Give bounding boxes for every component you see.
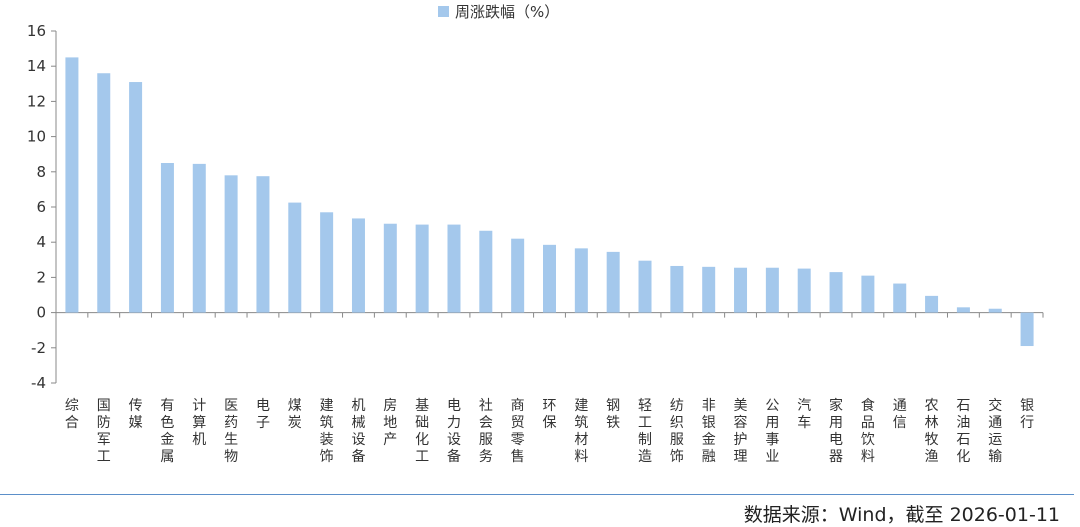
bar: [224, 175, 238, 313]
category-label: 轻工制造: [638, 398, 652, 465]
y-tick-label: -4: [31, 374, 46, 392]
category-label: 建筑材料: [574, 398, 588, 465]
bar: [97, 73, 111, 313]
bar: [797, 268, 811, 313]
bar: [925, 295, 939, 313]
bar: [383, 223, 397, 313]
y-tick-label: 8: [36, 163, 46, 181]
x-axis: [55, 312, 1044, 318]
y-tick-label: 10: [27, 128, 46, 146]
category-label: 通信: [893, 398, 907, 431]
source-note: 数据来源：Wind，截至 2026-01-11: [743, 504, 1060, 526]
category-label: 电子: [256, 398, 270, 431]
y-tick-label: 0: [36, 304, 46, 322]
bar: [351, 218, 365, 313]
category-label: 机械设备: [351, 398, 365, 465]
y-tick-label: 2: [36, 268, 46, 286]
y-axis: -4 -2 0 2 4 6 8 10 12 14 16: [27, 22, 57, 392]
y-tick-label: 6: [36, 198, 46, 216]
bars: [65, 57, 1034, 347]
bar: [988, 308, 1002, 313]
bar: [192, 163, 206, 313]
category-label: 有色金属: [160, 398, 174, 465]
bar: [606, 251, 620, 313]
category-label: 汽车: [797, 398, 811, 431]
bar: [320, 212, 334, 313]
category-label: 煤炭: [288, 398, 302, 431]
category-label: 家用电器: [829, 397, 843, 465]
bar: [543, 244, 556, 313]
category-label: 钢铁: [606, 398, 620, 431]
bar: [702, 266, 716, 313]
bar: [670, 265, 684, 313]
bar: [288, 202, 302, 313]
bar: [734, 267, 748, 313]
category-label: 公用事业: [765, 398, 779, 465]
category-label: 商贸零售: [511, 398, 525, 465]
category-label: 食品饮料: [861, 397, 875, 465]
bar: [765, 267, 779, 313]
category-label: 国防军工: [97, 398, 111, 465]
category-label: 计算机: [192, 398, 206, 448]
bar: [638, 260, 652, 313]
bar: [256, 176, 270, 313]
category-label: 社会服务: [479, 398, 493, 465]
bar: [129, 82, 143, 313]
category-label: 石油石化: [956, 398, 970, 465]
bar: [861, 275, 875, 313]
y-tick-label: 14: [27, 57, 46, 75]
bar: [479, 230, 493, 313]
bar: [415, 224, 429, 313]
bar: [65, 57, 79, 313]
bar-chart: 周涨跌幅（%） -4 -2 0 2 4 6 8 10 12 14 16 综合 国防军工 传媒 有色金属 计算…: [27, 3, 1044, 465]
bar: [160, 163, 174, 313]
legend-swatch: [438, 6, 449, 17]
bar: [829, 272, 843, 313]
y-tick-label: 4: [36, 233, 46, 251]
bar: [447, 224, 461, 313]
bar: [1020, 312, 1034, 347]
category-label: 银行: [1020, 398, 1034, 431]
category-label: 综合: [65, 398, 79, 431]
category-label: 医药生物: [224, 398, 238, 465]
bar: [574, 248, 588, 313]
y-tick-label: 12: [27, 92, 46, 110]
y-tick-label: 16: [27, 22, 46, 40]
category-label: 房地产: [383, 398, 397, 448]
category-label: 非银金融: [702, 398, 716, 465]
category-label: 纺织服饰: [670, 398, 684, 465]
legend: 周涨跌幅（%）: [438, 3, 559, 21]
category-label: 环保: [543, 398, 557, 431]
category-label: 基础化工: [415, 397, 429, 465]
legend-label: 周涨跌幅（%）: [455, 3, 559, 21]
category-label: 农林牧渔: [925, 398, 939, 465]
category-label: 交通运输: [988, 397, 1002, 465]
bar: [511, 238, 525, 313]
y-tick-label: -2: [31, 339, 46, 357]
category-label: 美容护理: [734, 398, 748, 465]
bar: [893, 283, 907, 313]
category-label: 传媒: [129, 398, 143, 431]
bar: [956, 307, 970, 313]
category-label: 建筑装饰: [320, 398, 334, 465]
category-label: 电力设备: [447, 398, 461, 465]
footer-divider: [0, 494, 1074, 495]
